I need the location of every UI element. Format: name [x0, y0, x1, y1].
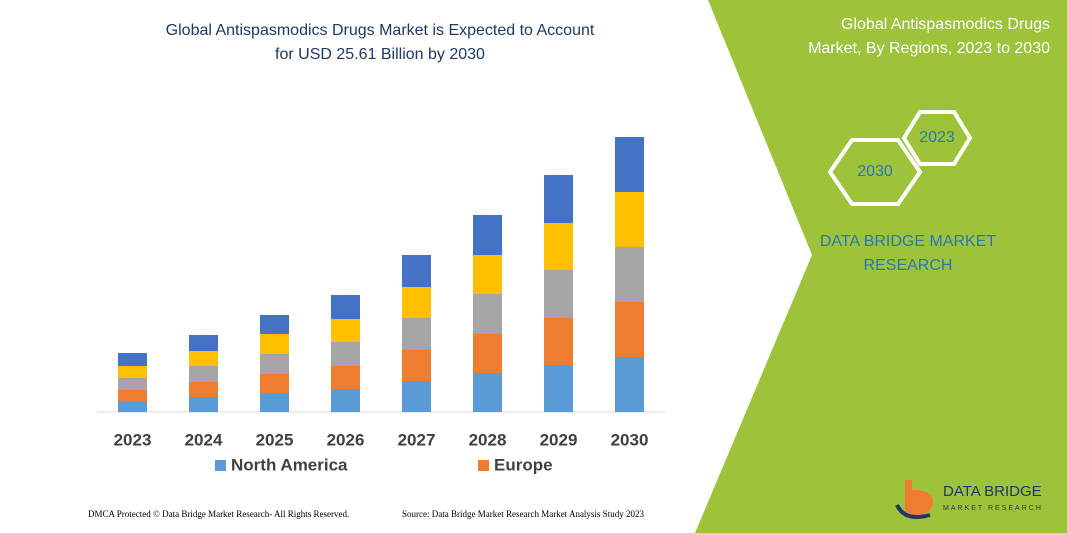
footer-left: DMCA Protected © Data Bridge Market Rese…	[88, 509, 349, 519]
panel-title: Market, By Regions, 2023 to 2030	[808, 40, 1050, 57]
bar-segment	[118, 378, 147, 390]
bar-segment	[331, 389, 360, 412]
x-tick-label: 2026	[327, 430, 365, 449]
bar-segment	[118, 402, 147, 412]
bar-segment	[260, 354, 289, 374]
bar-segment	[615, 192, 644, 247]
bar-segment	[189, 382, 218, 397]
chart-title: Global Antispasmodics Drugs Market is Ex…	[166, 22, 595, 39]
bar-segment	[331, 342, 360, 366]
bar-segment	[615, 302, 644, 357]
bar-segment	[544, 270, 573, 318]
bar-segment	[331, 295, 360, 319]
hexagon	[901, 110, 973, 166]
bar-segment	[118, 366, 147, 378]
bar-segment	[260, 374, 289, 393]
bar-segment	[544, 318, 573, 365]
bar-segment	[331, 319, 360, 342]
bar-segment	[402, 381, 431, 412]
bar-segment	[118, 390, 147, 402]
brand-text: RESEARCH	[864, 257, 953, 274]
bar-segment	[615, 247, 644, 302]
logo-name: DATA BRIDGE	[943, 483, 1042, 500]
bar-segment	[402, 350, 431, 381]
bar-segment	[118, 353, 147, 366]
x-tick-label: 2027	[398, 430, 436, 449]
bar-segment	[615, 357, 644, 412]
bar-segment	[260, 393, 289, 412]
bar-segment	[544, 175, 573, 223]
side-panel	[695, 0, 1067, 533]
x-tick-label: 2025	[256, 430, 294, 449]
bar-segment	[260, 334, 289, 354]
logo-icon	[895, 504, 931, 519]
logo-tagline: MARKET RESEARCH	[943, 505, 1043, 512]
bar-segment	[331, 366, 360, 389]
bar-segment	[473, 294, 502, 334]
logo-icon	[905, 480, 934, 517]
bar-segment	[473, 373, 502, 412]
bar-segment	[189, 335, 218, 351]
x-tick-label: 2024	[185, 430, 223, 449]
x-tick-label: 2030	[611, 430, 649, 449]
hex-label: 2023	[919, 129, 955, 146]
bar-segment	[189, 351, 218, 366]
hex-label: 2030	[857, 163, 893, 180]
bar-segment	[402, 255, 431, 287]
legend-label: North America	[231, 455, 348, 474]
bar-segment	[615, 137, 644, 192]
bar-segment	[473, 255, 502, 294]
bar-segment	[260, 315, 289, 334]
bar-segment	[402, 318, 431, 350]
legend-label: Europe	[494, 455, 553, 474]
x-tick-label: 2028	[469, 430, 507, 449]
panel-title: Global Antispasmodics Drugs	[841, 16, 1050, 33]
legend-swatch	[478, 460, 489, 471]
bar-segment	[473, 334, 502, 373]
x-tick-label: 2029	[540, 430, 578, 449]
bar-segment	[402, 287, 431, 318]
bar-segment	[189, 366, 218, 382]
chart-title: for USD 25.61 Billion by 2030	[275, 46, 485, 63]
bar-segment	[544, 365, 573, 412]
footer-right: Source: Data Bridge Market Research Mark…	[402, 509, 644, 519]
bar-segment	[473, 215, 502, 255]
brand-text: DATA BRIDGE MARKET	[820, 233, 997, 250]
hexagon	[827, 138, 923, 206]
bar-segment	[544, 223, 573, 270]
bar-segment	[189, 397, 218, 412]
legend-swatch	[215, 460, 226, 471]
x-tick-label: 2023	[114, 430, 152, 449]
